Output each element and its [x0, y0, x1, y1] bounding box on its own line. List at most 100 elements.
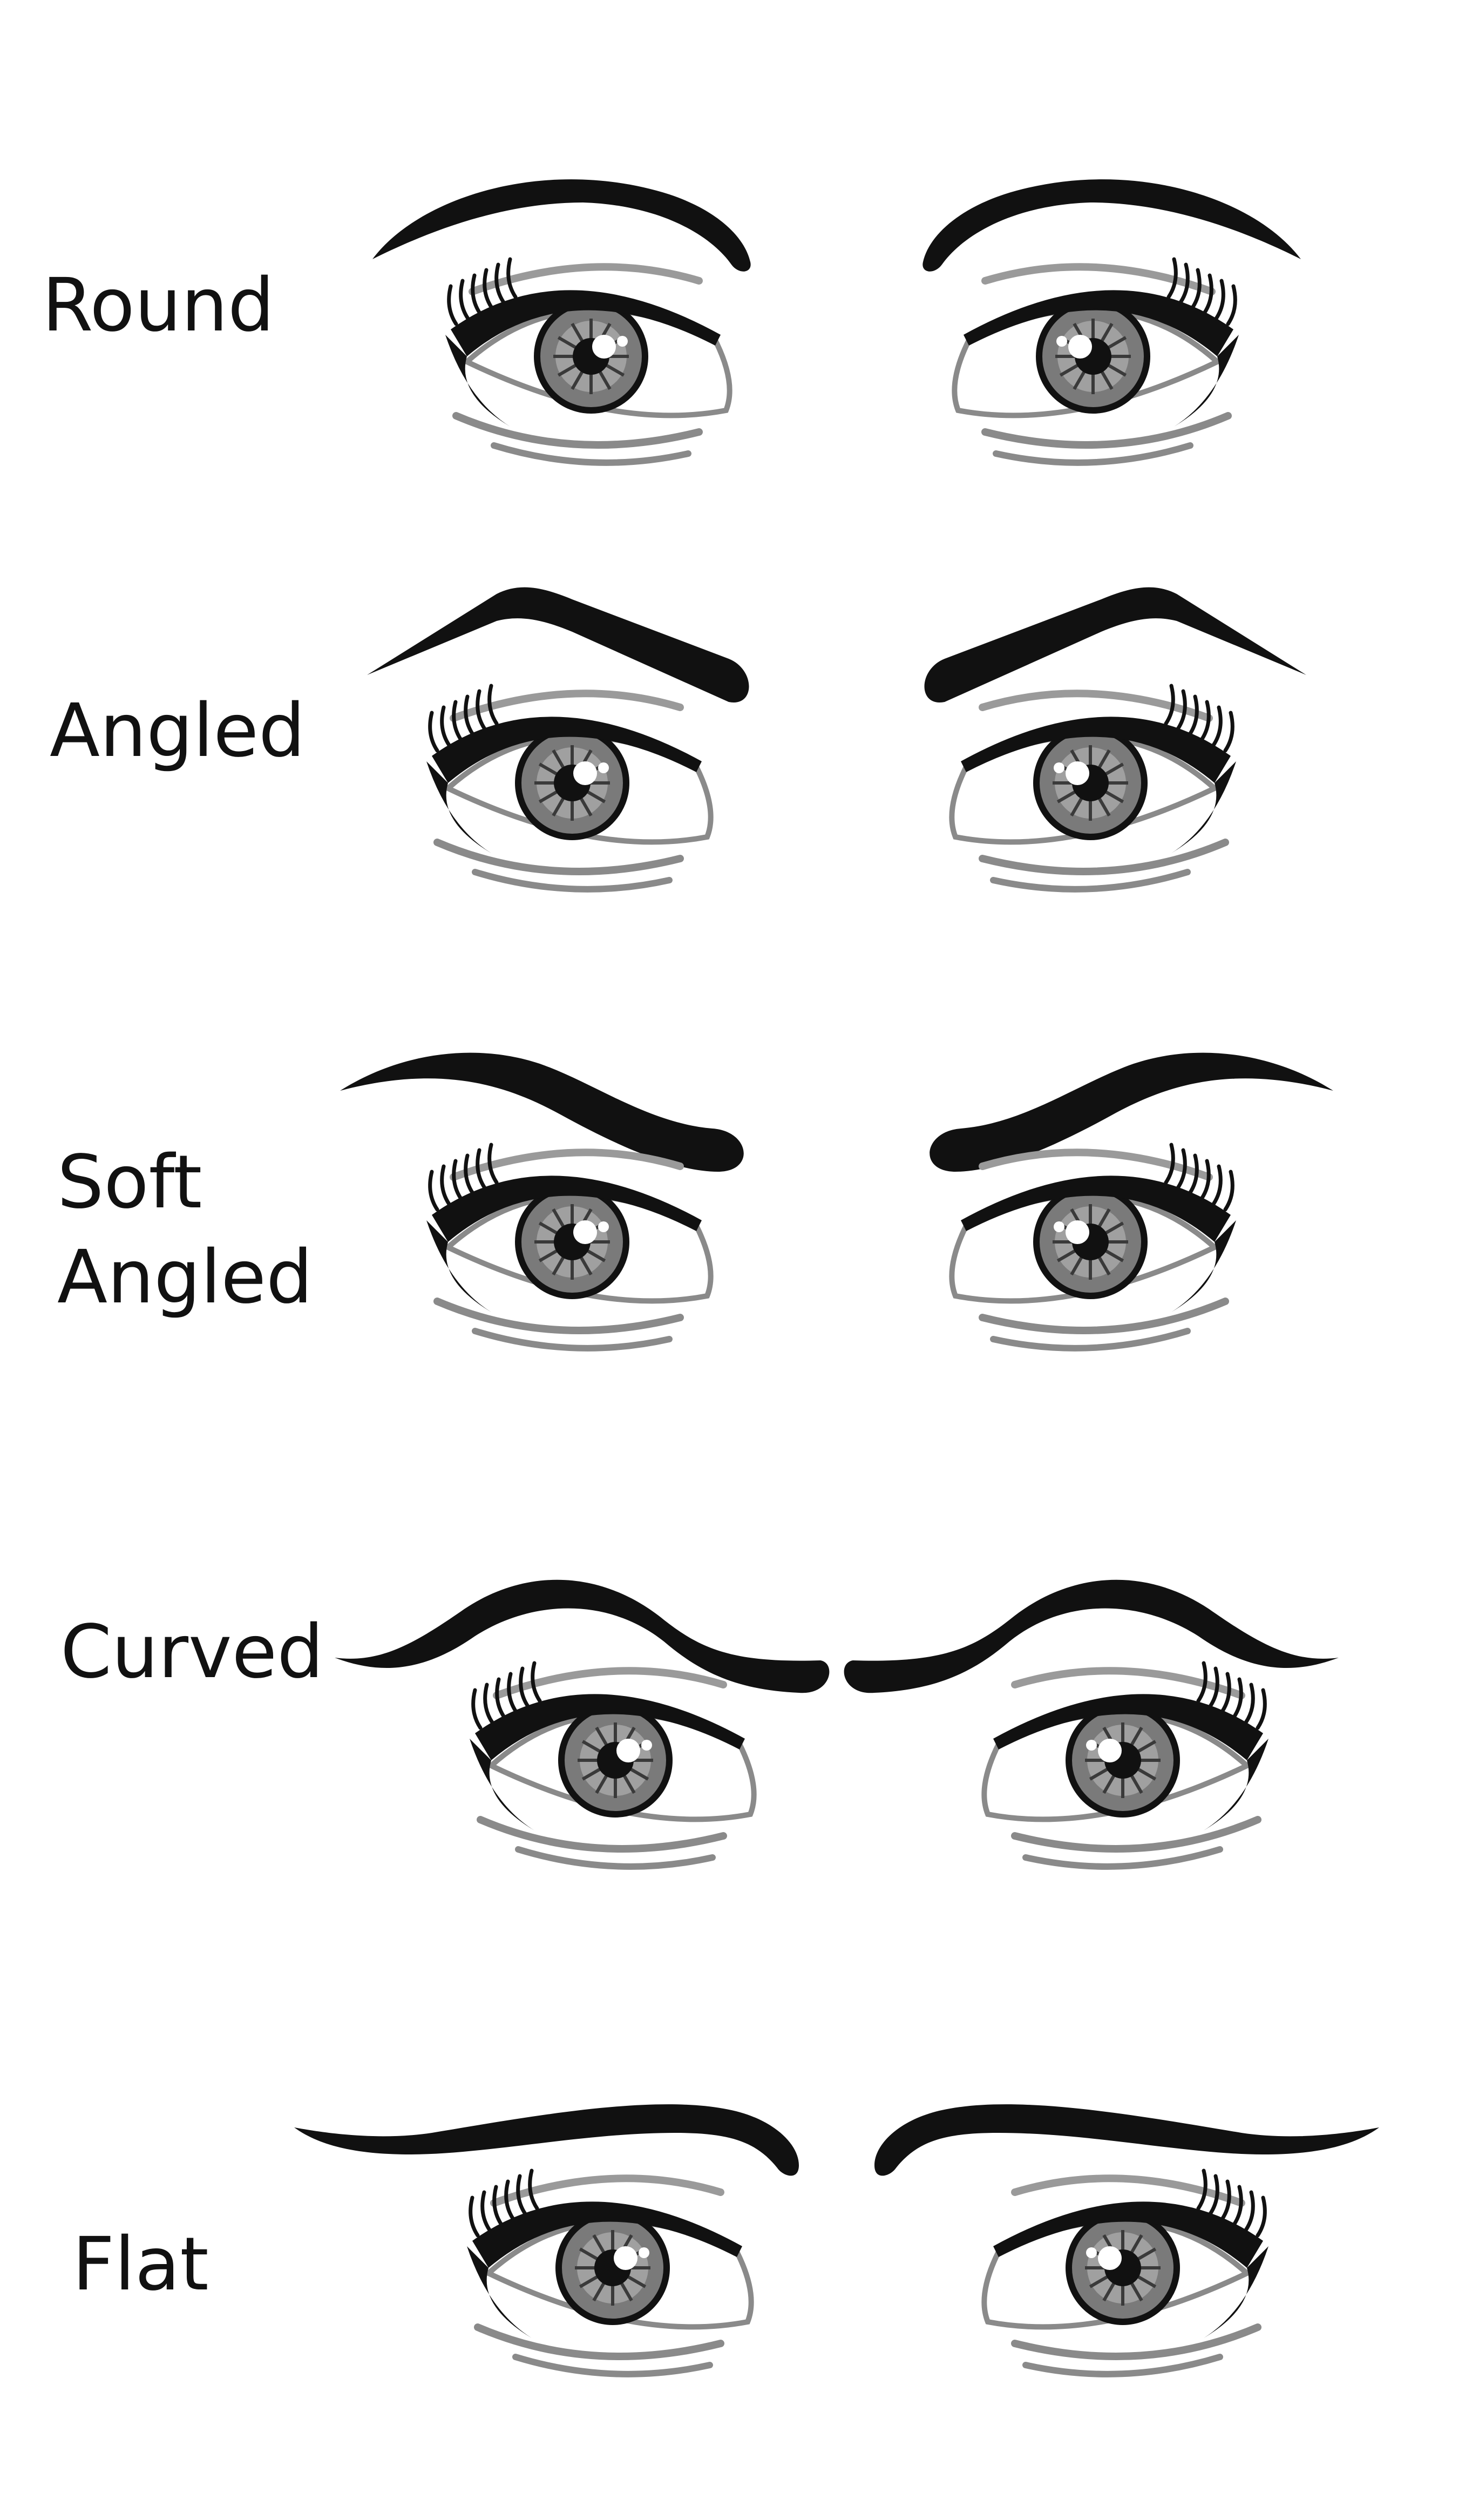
upper-liner — [432, 717, 702, 783]
iris-ray — [579, 2274, 600, 2288]
eyebrow-right-path — [922, 179, 1301, 272]
eyelash — [1199, 1159, 1211, 1201]
eyelash — [519, 1666, 530, 1708]
left-eye-icon — [470, 1661, 757, 1870]
right-eye-icon — [952, 257, 1239, 466]
upper-liner — [432, 1175, 702, 1242]
upper-liner — [451, 290, 721, 356]
eyelash — [494, 262, 506, 305]
eyelash — [483, 1683, 494, 1725]
eye-group — [470, 1661, 757, 1870]
highlight-small — [641, 1740, 652, 1751]
lid-crease — [490, 2174, 724, 2207]
highlight — [614, 2246, 637, 2270]
lower-shadow-arc — [993, 442, 1193, 466]
shape-label-soft-angled-line-1: Soft — [57, 1140, 202, 1225]
lower-shadow-arc — [433, 839, 684, 875]
eyelash — [1178, 262, 1190, 305]
left-eyebrow-round-icon — [372, 179, 751, 272]
eyelash — [1223, 711, 1234, 753]
eyelash — [487, 684, 499, 726]
iris-ray — [538, 1248, 559, 1262]
iris-ray — [571, 322, 585, 343]
upper-liner — [993, 2201, 1263, 2268]
eyelash — [1202, 273, 1213, 315]
right-eyebrow-round-icon — [922, 179, 1301, 272]
left-eyebrow-angled-icon — [367, 587, 749, 702]
iris-ray — [595, 1726, 609, 1747]
highlight — [1098, 2246, 1122, 2270]
iris-ray — [1106, 363, 1127, 377]
lid-crease — [1011, 1667, 1245, 1699]
right-eyebrow-flat-icon — [874, 2104, 1379, 2176]
lower-shadow-arc — [1011, 2323, 1261, 2360]
lid-crease — [979, 1148, 1213, 1181]
eye-group — [949, 684, 1236, 893]
left-eyebrow-soft-angled-icon — [340, 1052, 744, 1172]
lower-liner — [1171, 1220, 1236, 1312]
eye-group — [981, 2168, 1269, 2377]
lower-shadow-arc — [1011, 1816, 1261, 1853]
row-soft-angled: Soft Angled — [57, 1052, 1333, 1352]
eye-group — [426, 1143, 714, 1352]
iris-ray — [1102, 1773, 1116, 1794]
eyelash — [480, 2190, 492, 2232]
lower-liner — [1171, 761, 1236, 853]
iris-ray — [1129, 2281, 1143, 2302]
iris-ray — [1070, 1255, 1084, 1276]
iris-ray — [1070, 796, 1084, 817]
iris-ray — [1103, 1221, 1124, 1235]
eyelash — [447, 284, 458, 326]
iris-ray — [538, 789, 559, 803]
eyelash — [1256, 2195, 1267, 2238]
lid-crease — [981, 263, 1216, 295]
highlight — [616, 1739, 640, 1762]
eyelash — [476, 1148, 487, 1190]
shape-label-round: Round — [42, 263, 274, 348]
right-eyebrow-curved-icon — [844, 1579, 1339, 1693]
eyelash — [495, 1677, 506, 1719]
eye-group — [445, 257, 732, 466]
highlight — [573, 761, 597, 785]
eyelash — [531, 1661, 542, 1703]
iris-ray — [1089, 2274, 1110, 2288]
upper-liner — [961, 717, 1231, 783]
eyelash — [1226, 284, 1237, 326]
eye-group — [467, 2168, 754, 2377]
eyelash — [440, 1164, 451, 1206]
eyelash — [1166, 257, 1178, 299]
eyebrow-right-mirror — [924, 587, 1306, 702]
eyelash — [1188, 694, 1199, 737]
left-eyebrow-flat-icon — [294, 2104, 799, 2176]
iris-ray — [1100, 369, 1114, 390]
iris-ray — [579, 1255, 593, 1276]
lower-shadow-arc — [512, 2354, 713, 2377]
lower-shadow-arc — [491, 442, 691, 466]
iris-ray — [538, 1221, 559, 1235]
right-eyebrow-soft-angled-icon — [930, 1052, 1333, 1172]
eyelash — [1220, 1672, 1231, 1714]
iris-ray — [1103, 1248, 1124, 1262]
row-round: Round — [42, 179, 1301, 466]
right-eye-icon — [949, 684, 1236, 893]
highlight — [1066, 761, 1089, 785]
left-eye-icon — [426, 684, 714, 893]
lower-liner — [426, 761, 491, 853]
iris-ray — [604, 363, 625, 377]
eyelash — [1220, 2179, 1231, 2221]
eyelash — [504, 2179, 515, 2221]
lower-liner — [1204, 2246, 1269, 2338]
iris-ray — [628, 1767, 649, 1781]
right-eye-icon — [981, 1661, 1269, 1870]
eyelash — [1199, 700, 1211, 742]
eyebrow-right-mirror — [922, 179, 1301, 272]
eyelash — [440, 705, 451, 747]
iris-ray — [598, 369, 612, 390]
iris-ray — [1103, 762, 1124, 776]
iris-ray — [1097, 749, 1111, 770]
highlight — [592, 335, 616, 359]
iris-ray — [557, 363, 578, 377]
lower-shadow-arc — [979, 1298, 1229, 1334]
iris-ray — [595, 1773, 609, 1794]
highlight-small — [598, 762, 609, 773]
